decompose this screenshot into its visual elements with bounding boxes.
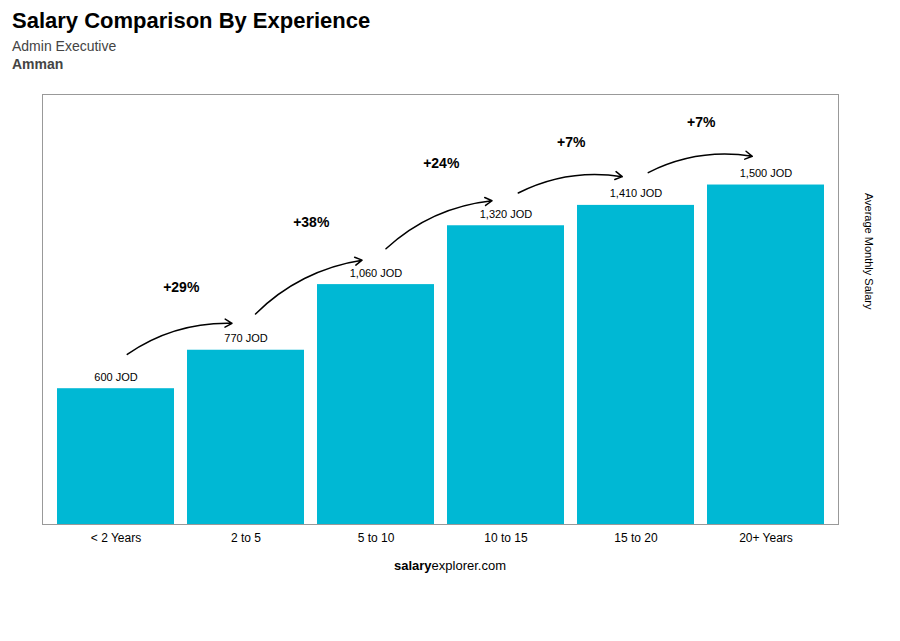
svg-text:2 to 5: 2 to 5: [231, 531, 261, 545]
svg-text:5 to 10: 5 to 10: [358, 531, 395, 545]
svg-text:600 JOD: 600 JOD: [94, 371, 137, 383]
svg-text:20+ Years: 20+ Years: [739, 531, 793, 545]
svg-text:+7%: +7%: [557, 134, 586, 150]
svg-text:1,060 JOD: 1,060 JOD: [350, 267, 403, 279]
html-text:Salary Comparison By Experienc: Salary Comparison By Experience: [12, 8, 371, 33]
svg-text:1,320 JOD: 1,320 JOD: [480, 208, 533, 220]
svg-text:Average Monthly Salary: Average Monthly Salary: [863, 193, 875, 310]
html-text:Admin Executive: Admin Executive: [12, 38, 117, 54]
svg-text:1,410 JOD: 1,410 JOD: [610, 187, 663, 199]
svg-text:770 JOD: 770 JOD: [224, 332, 267, 344]
svg-text:+38%: +38%: [293, 214, 330, 230]
svg-text:+24%: +24%: [423, 155, 460, 171]
svg-text:< 2 Years: < 2 Years: [91, 531, 141, 545]
html-text:salary explorer.com: salary explorer.com: [394, 558, 506, 573]
svg-text:15 to 20: 15 to 20: [614, 531, 658, 545]
html-text:Amman: Amman: [12, 56, 64, 72]
svg-text:1,500 JOD: 1,500 JOD: [740, 167, 793, 179]
svg-text:10 to 15: 10 to 15: [484, 531, 528, 545]
svg-text:+29%: +29%: [163, 279, 200, 295]
svg-text:+7%: +7%: [687, 114, 716, 130]
